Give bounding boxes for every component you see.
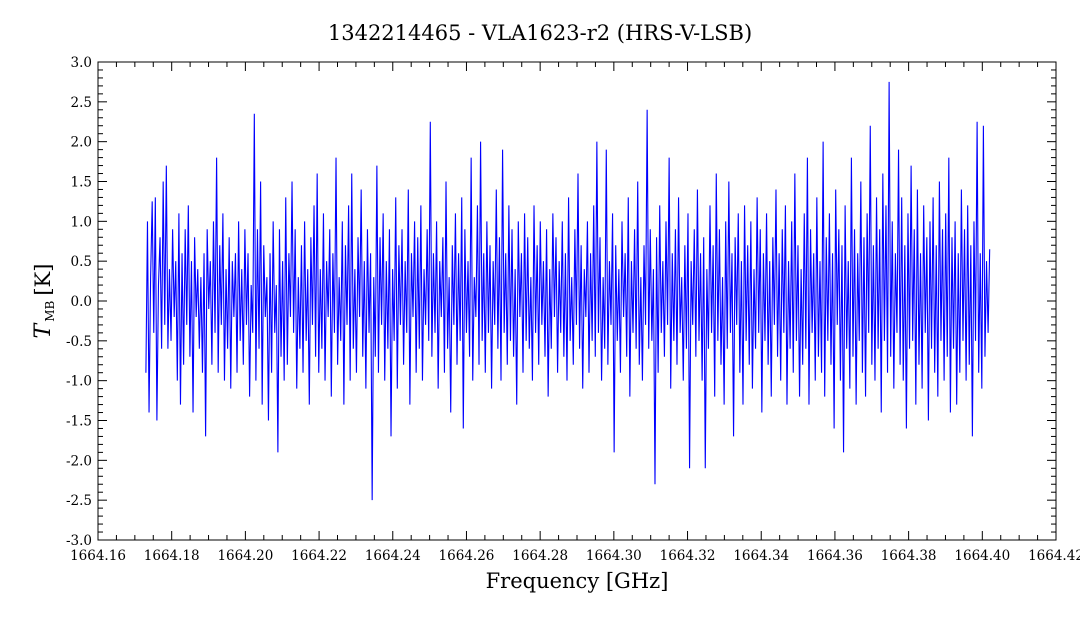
y-tick-label: 2.5 [71,95,92,111]
x-tick-label: 1664.34 [733,548,789,564]
y-tick-label: -2.0 [66,453,92,469]
y-tick-label: -1.5 [66,414,92,430]
x-tick-label: 1664.42 [1028,548,1080,564]
x-tick-label: 1664.38 [881,548,937,564]
x-tick-label: 1664.16 [70,548,126,564]
x-tick-label: 1664.26 [439,548,495,564]
plot-frame [97,61,1057,541]
y-axis-unit: [K] [31,264,55,296]
y-tick-label: 3.0 [71,55,92,71]
x-tick-label: 1664.30 [586,548,642,564]
y-axis-label: TMB [K] [31,264,57,339]
y-tick-label: -0.5 [66,334,92,350]
x-tick-labels: 1664.16 1664.18 1664.20 1664.22 1664.24 1664.… [70,548,1080,564]
x-tick-label: 1664.40 [954,548,1010,564]
x-tick-label: 1664.36 [807,548,863,564]
y-tick-label: 0.5 [71,254,92,270]
y-tick-label: -3.0 [66,533,92,549]
chart-title: 1342214465 - VLA1623-r2 (HRS-V-LSB) [328,21,752,45]
x-axis-label: Frequency [GHz] [486,569,669,593]
y-tick-label: 2.0 [71,135,92,151]
x-tick-label: 1664.28 [512,548,568,564]
y-tick-label: -2.5 [66,493,92,509]
y-tick-label: 1.5 [71,175,92,191]
spectrum-line [145,81,991,501]
x-tick-label: 1664.20 [217,548,273,564]
x-tick-label: 1664.32 [660,548,716,564]
y-axis-symbol: T [31,321,56,338]
y-tick-label: -1.0 [66,374,92,390]
x-tick-label: 1664.18 [144,548,200,564]
y-tick-label: 0.0 [71,294,92,310]
y-tick-label: 1.0 [71,214,92,230]
x-tick-label: 1664.22 [291,548,347,564]
axis-ticks [97,61,1057,541]
x-tick-label: 1664.24 [365,548,421,564]
y-axis-subscript: MB [43,300,57,321]
y-tick-labels: 3.0 2.5 2.0 1.5 1.0 0.5 0.0 -0.5 -1.0 -1.5 -2.0 -2.… [66,55,92,549]
